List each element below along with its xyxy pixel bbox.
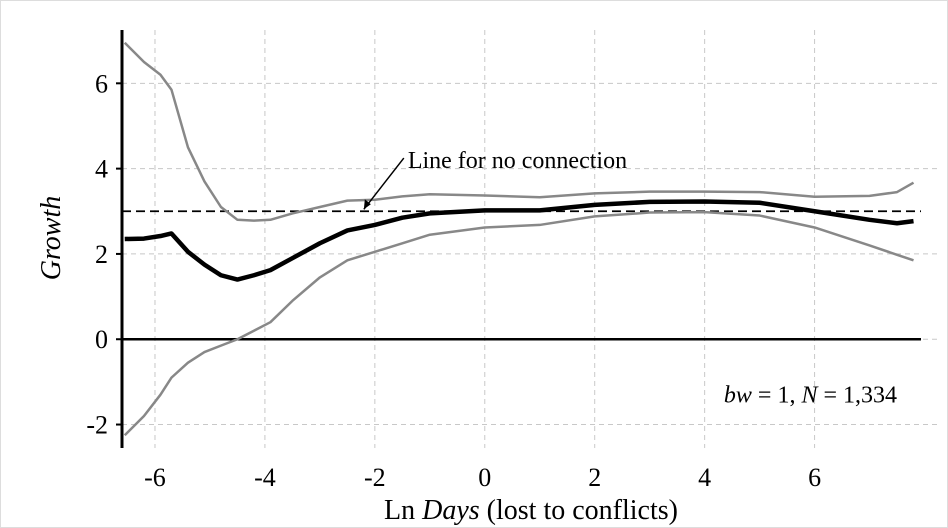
x-tick-label: 0 xyxy=(478,463,491,492)
x-tick-label: -6 xyxy=(144,463,166,492)
annotation: Line for no connection xyxy=(408,148,627,174)
x-tick-label: -4 xyxy=(254,463,276,492)
annotation-part: = 1,334 xyxy=(817,383,897,409)
annotation: bw = 1, N = 1,334 xyxy=(724,383,897,409)
x-label-part: Ln xyxy=(384,495,422,526)
y-axis-label: Growth xyxy=(36,196,67,281)
y-tick-label: 0 xyxy=(95,325,108,354)
y-tick-label: 4 xyxy=(95,155,108,184)
y-tick-label: 6 xyxy=(95,69,108,98)
series-line xyxy=(124,199,914,282)
y-tick-label: -2 xyxy=(86,411,108,440)
series-line xyxy=(123,210,914,437)
y-tick-label: 2 xyxy=(95,240,108,269)
x-label-part: (lost to conflicts) xyxy=(480,495,678,526)
annotation-arrow xyxy=(363,157,405,210)
annotation-part: = 1, xyxy=(752,383,802,409)
x-axis-label: Ln Days (lost to conflicts) xyxy=(384,495,678,526)
series-line xyxy=(123,41,915,222)
plot-area: -6 -4 -2 0 2 4 6 -2 0 2 4 6 Line for no connection bw… xyxy=(86,30,921,492)
x-tick-label: 4 xyxy=(698,463,711,492)
x-label-part: Days xyxy=(421,495,480,526)
annotation-part: N xyxy=(800,383,819,409)
x-tick-label: 6 xyxy=(808,463,821,492)
x-tick-label: -2 xyxy=(364,463,386,492)
annotation-part: bw xyxy=(724,383,752,409)
x-tick-label: 2 xyxy=(588,463,601,492)
arrow-head xyxy=(363,199,371,210)
